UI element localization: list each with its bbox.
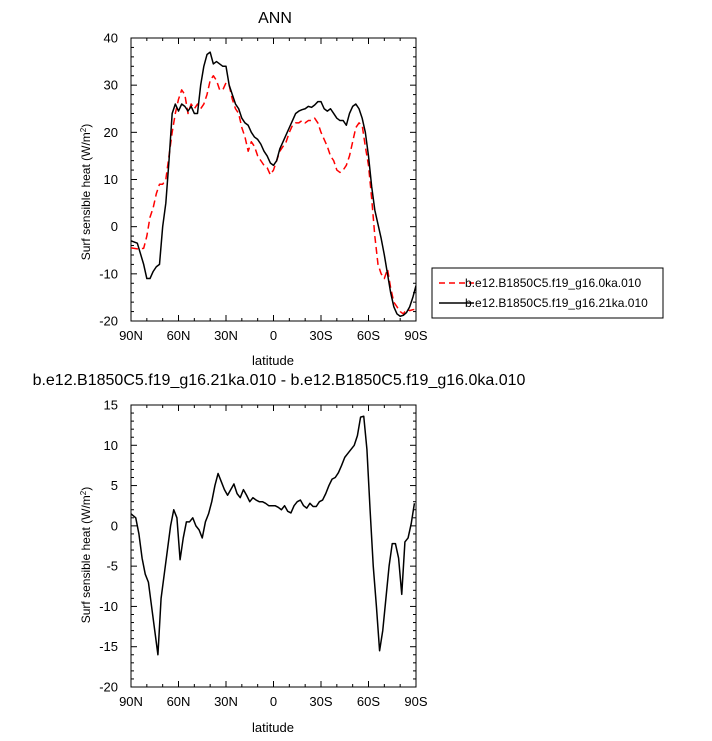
bottom-x-tick-label: 0: [270, 694, 277, 709]
legend-label-21ka: b.e12.B1850C5.f19_g16.21ka.010: [465, 296, 648, 310]
top-y-axis-label-text: Surf sensible heat (W/m: [79, 132, 93, 260]
top-x-tick-label: 90S: [404, 328, 427, 343]
bottom-x-tick-label: 30S: [309, 694, 332, 709]
bottom-y-tick-label: 10: [104, 438, 118, 453]
top-x-axis-label: latitude: [252, 353, 294, 368]
top-x-tick-label: 0: [270, 328, 277, 343]
top-y-axis-label-close: ): [79, 124, 93, 128]
legend-box: [431, 267, 664, 319]
top-x-tick-label: 60S: [357, 328, 380, 343]
bottom-y-tick-label: 0: [111, 518, 118, 533]
bottom-x-axis-label: latitude: [252, 720, 294, 735]
top-panel: ANN 90N 60N 30N 0 30S 60S 90S -20 -10 0 10 20 30 40 l…: [79, 10, 664, 368]
bottom-y-axis-label-text: Surf sensible heat (W/m: [79, 495, 93, 623]
top-y-tick-label: 20: [104, 125, 118, 140]
top-y-tick-label: 40: [104, 31, 118, 46]
bottom-x-tick-label: 60S: [357, 694, 380, 709]
bottom-y-tick-label: -10: [99, 599, 118, 614]
bottom-x-tick-label: 90N: [119, 694, 143, 709]
top-y-tick-label: 10: [104, 172, 118, 187]
bottom-y-tick-label: 15: [104, 398, 118, 413]
legend: b.e12.B1850C5.f19_g16.0ka.010 b.e12.B185…: [431, 267, 664, 319]
bottom-y-tick-label: -20: [99, 680, 118, 695]
bottom-y-axis-label-close: ): [79, 487, 93, 491]
top-y-tick-label: -10: [99, 266, 118, 281]
top-x-tick-label: 30S: [309, 328, 332, 343]
top-series-line-1: [131, 51, 416, 318]
bottom-ticks: 90N 60N 30N 0 30S 60S 90S -20 -15 -10 -5 0 5 10 15: [99, 398, 428, 710]
top-y-axis-label: Surf sensible heat (W/m2): [79, 124, 94, 261]
top-x-tick-label: 90N: [119, 328, 143, 343]
bottom-y-tick-label: 5: [111, 478, 118, 493]
top-x-tick-label: 60N: [167, 328, 191, 343]
bottom-y-axis-label: Surf sensible heat (W/m2): [79, 487, 94, 624]
bottom-x-tick-label: 30N: [214, 694, 238, 709]
bottom-panel: b.e12.B1850C5.f19_g16.21ka.010 - b.e12.B…: [33, 372, 526, 735]
top-y-tick-label: -20: [99, 314, 118, 329]
legend-label-0ka: b.e12.B1850C5.f19_g16.0ka.010: [465, 276, 641, 290]
top-series-group: [131, 51, 416, 318]
bottom-title: b.e12.B1850C5.f19_g16.21ka.010 - b.e12.B…: [33, 372, 526, 389]
bottom-series-line-0: [131, 415, 416, 656]
top-y-tick-label: 0: [111, 219, 118, 234]
bottom-x-tick-label: 90S: [404, 694, 427, 709]
top-y-tick-label: 30: [104, 78, 118, 93]
bottom-plot-frame: [130, 404, 417, 688]
bottom-y-tick-label: -15: [99, 639, 118, 654]
bottom-y-axis-label-sup: 2: [79, 490, 88, 495]
top-y-axis-label-sup: 2: [79, 127, 88, 132]
top-title: ANN: [258, 10, 292, 27]
bottom-x-tick-label: 60N: [167, 694, 191, 709]
top-ticks: 90N 60N 30N 0 30S 60S 90S -20 -10 0 10 20 30 40: [99, 31, 428, 344]
bottom-y-tick-label: -5: [106, 559, 118, 574]
top-plot-frame: [130, 37, 417, 322]
top-x-tick-label: 30N: [214, 328, 238, 343]
bottom-series-group: [131, 415, 416, 656]
